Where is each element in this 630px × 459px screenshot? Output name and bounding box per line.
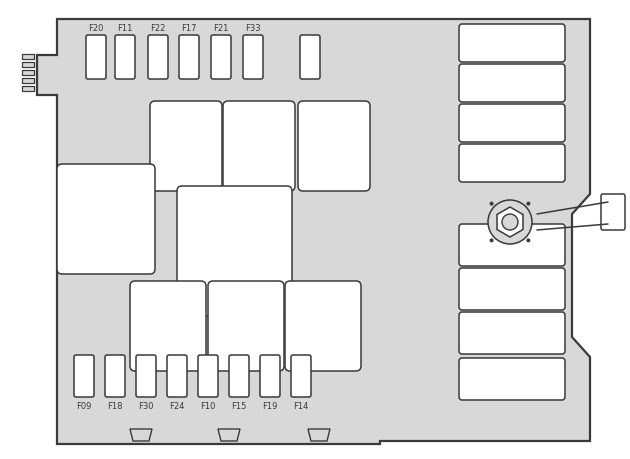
Text: F19: F19 (262, 401, 278, 410)
FancyBboxPatch shape (130, 281, 206, 371)
Text: F30: F30 (138, 401, 154, 410)
Bar (22, 63, 34, 68)
Text: F24: F24 (169, 401, 185, 410)
Bar (22, 79, 34, 84)
FancyBboxPatch shape (198, 355, 218, 397)
FancyBboxPatch shape (167, 355, 187, 397)
FancyBboxPatch shape (459, 145, 565, 183)
Text: F33: F33 (245, 24, 261, 33)
FancyBboxPatch shape (459, 312, 565, 354)
FancyBboxPatch shape (229, 355, 249, 397)
Text: F17: F17 (181, 24, 197, 33)
FancyBboxPatch shape (211, 36, 231, 80)
Polygon shape (497, 207, 523, 237)
Text: F18: F18 (107, 401, 123, 410)
FancyBboxPatch shape (260, 355, 280, 397)
Text: F11: F11 (117, 24, 133, 33)
FancyBboxPatch shape (115, 36, 135, 80)
Text: F14: F14 (294, 401, 309, 410)
Text: F10: F10 (200, 401, 215, 410)
FancyBboxPatch shape (459, 65, 565, 103)
FancyBboxPatch shape (459, 269, 565, 310)
FancyBboxPatch shape (243, 36, 263, 80)
FancyBboxPatch shape (136, 355, 156, 397)
Circle shape (490, 239, 494, 243)
Text: F21: F21 (214, 24, 229, 33)
Circle shape (502, 214, 518, 230)
FancyBboxPatch shape (148, 36, 168, 80)
Circle shape (490, 202, 494, 206)
FancyBboxPatch shape (291, 355, 311, 397)
FancyBboxPatch shape (86, 36, 106, 80)
Text: F20: F20 (88, 24, 104, 33)
PathPatch shape (218, 429, 240, 441)
Bar (22, 55, 34, 60)
FancyBboxPatch shape (208, 281, 284, 371)
FancyBboxPatch shape (459, 358, 565, 400)
FancyBboxPatch shape (150, 102, 222, 191)
FancyBboxPatch shape (74, 355, 94, 397)
FancyBboxPatch shape (298, 102, 370, 191)
FancyBboxPatch shape (177, 187, 292, 316)
FancyBboxPatch shape (459, 25, 565, 63)
Circle shape (488, 201, 532, 245)
FancyBboxPatch shape (285, 281, 361, 371)
Bar (22, 71, 34, 76)
Text: F09: F09 (76, 401, 92, 410)
FancyBboxPatch shape (459, 105, 565, 143)
FancyBboxPatch shape (57, 165, 155, 274)
Bar (22, 87, 34, 92)
Circle shape (527, 239, 530, 243)
Text: F22: F22 (151, 24, 166, 33)
FancyBboxPatch shape (459, 224, 565, 266)
PathPatch shape (37, 20, 590, 444)
PathPatch shape (308, 429, 330, 441)
FancyBboxPatch shape (179, 36, 199, 80)
FancyBboxPatch shape (601, 195, 625, 230)
Circle shape (527, 202, 530, 206)
FancyBboxPatch shape (300, 36, 320, 80)
FancyBboxPatch shape (105, 355, 125, 397)
FancyBboxPatch shape (223, 102, 295, 191)
PathPatch shape (130, 429, 152, 441)
Text: F15: F15 (231, 401, 247, 410)
